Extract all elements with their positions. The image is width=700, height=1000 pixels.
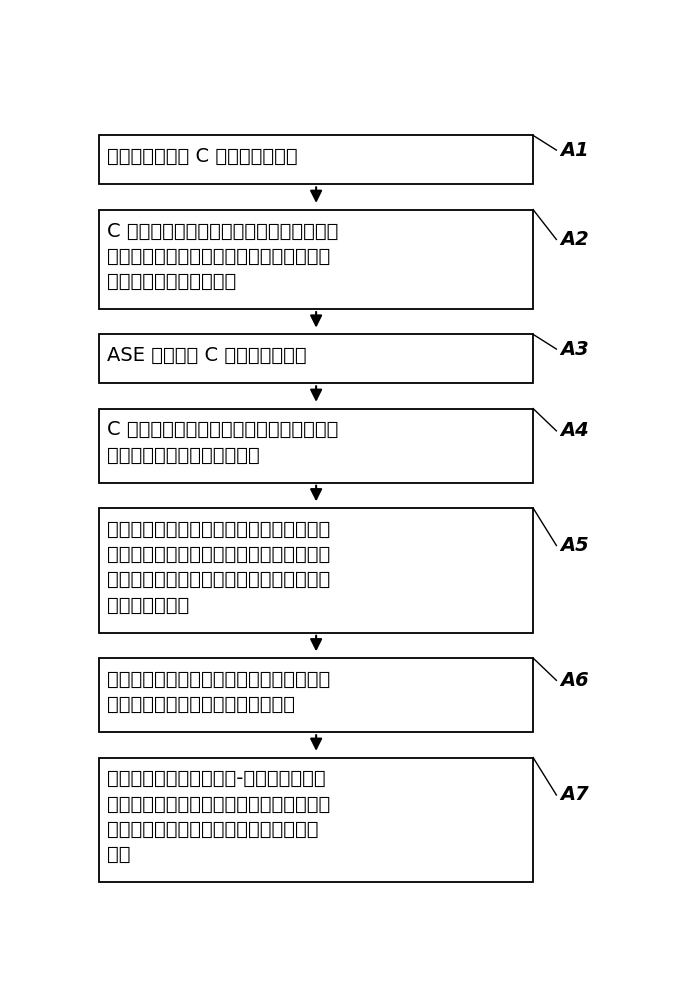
Bar xyxy=(99,409,533,483)
Text: A3: A3 xyxy=(560,340,589,359)
Text: A5: A5 xyxy=(560,536,589,555)
Text: A4: A4 xyxy=(560,421,589,440)
Text: 在待测光纤中，泵浦光和探测光中满足待测: 在待测光纤中，泵浦光和探测光中满足待测 xyxy=(107,520,330,539)
Text: 频率分量同时发生相互作用，并对探测光进: 频率分量同时发生相互作用，并对探测光进 xyxy=(107,570,330,589)
Text: C 波段窄带激光依次经光纤环行器的第一端: C 波段窄带激光依次经光纤环行器的第一端 xyxy=(107,221,338,240)
Text: C 波段宽带激光经光纤隔离器进入待测光纤: C 波段宽带激光经光纤隔离器进入待测光纤 xyxy=(107,420,338,439)
Bar xyxy=(99,210,533,309)
Text: 放大的探测光经过偏振控制器进入光纤环形: 放大的探测光经过偏振控制器进入光纤环形 xyxy=(107,670,330,689)
Text: ASE 光源输出 C 波段宽带激光；: ASE 光源输出 C 波段宽带激光； xyxy=(107,346,307,365)
Bar xyxy=(99,508,533,633)
Bar xyxy=(99,758,533,882)
Bar xyxy=(99,135,533,184)
Text: 将放大的探测光用法布里-珀罗干涉仪或外: 将放大的探测光用法布里-珀罗干涉仪或外 xyxy=(107,769,326,788)
Bar xyxy=(99,334,533,383)
Text: 所述光谱分布即为待测光纤的布里渊增益: 所述光谱分布即为待测光纤的布里渊增益 xyxy=(107,820,318,839)
Bar xyxy=(99,658,533,732)
Text: 光纤布里渊频移且在布里渊增益谱范围内的: 光纤布里渊频移且在布里渊增益谱范围内的 xyxy=(107,545,330,564)
Text: A7: A7 xyxy=(560,785,589,804)
Text: 谱。: 谱。 xyxy=(107,845,130,864)
Text: A2: A2 xyxy=(560,230,589,249)
Text: A1: A1 xyxy=(560,141,589,160)
Text: A6: A6 xyxy=(560,671,589,690)
Text: 器，由光纤环行器的第三端口输出；: 器，由光纤环行器的第三端口输出； xyxy=(107,695,295,714)
Text: 光纤激光器输出 C 波段窄带激光；: 光纤激光器输出 C 波段窄带激光； xyxy=(107,147,298,166)
Text: 口、第二端口和偏振控制器进入待测光纤的: 口、第二端口和偏振控制器进入待测光纤的 xyxy=(107,247,330,266)
Text: 一端，此光作为泵浦光；: 一端，此光作为泵浦光； xyxy=(107,272,236,291)
Text: 的另一端，此光作为探测光；: 的另一端，此光作为探测光； xyxy=(107,446,260,465)
Text: 行布里渊放大；: 行布里渊放大； xyxy=(107,596,189,615)
Text: 差探测的方法进行处理，获得其光谱分布，: 差探测的方法进行处理，获得其光谱分布， xyxy=(107,795,330,814)
